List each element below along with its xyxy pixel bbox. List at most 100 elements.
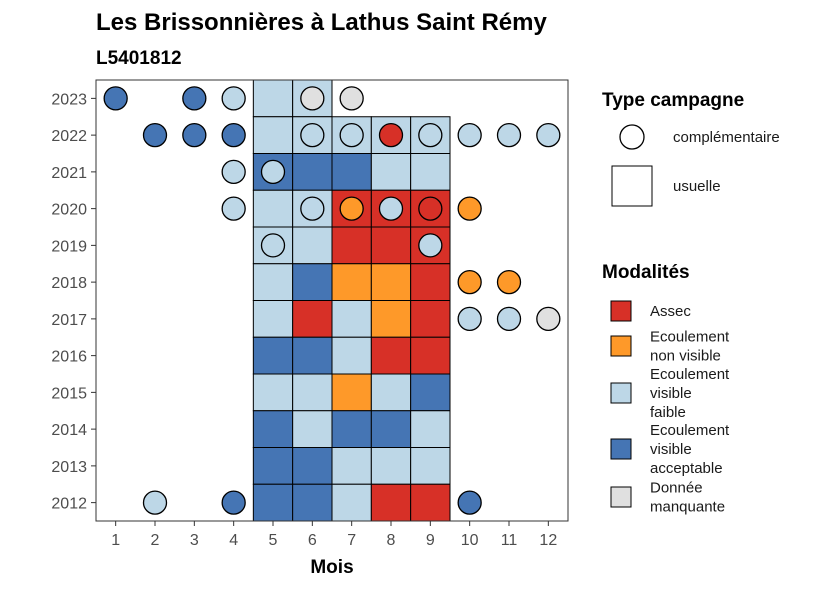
legend: Type campagne complémentaire usuelle Modali… [602, 90, 780, 516]
point-2012-10 [457, 490, 482, 515]
y-tick-label-2016: 2016 [51, 349, 87, 366]
tile-2013-5 [252, 447, 294, 485]
legend-label-ecoulement-visible-faible: Ecoulement visible faible [650, 366, 730, 421]
y-tick-label-2019: 2019 [51, 238, 87, 255]
legend-label-donnee-manquante: Donnée manquante [650, 480, 725, 516]
legend-key-ecoulement-visible-faible [610, 382, 632, 404]
y-tick-label-2014: 2014 [51, 422, 87, 439]
tile-2021-7 [331, 153, 372, 191]
point-2022-3 [182, 122, 207, 148]
tile-2015-8 [370, 373, 412, 412]
point-2020-9 [418, 196, 443, 221]
tile-2017-5 [252, 300, 294, 338]
point-2019-5 [260, 233, 286, 258]
tile-2019-7 [331, 226, 372, 265]
legend-key-complementaire [619, 124, 645, 150]
point-2020-6 [300, 196, 325, 221]
tile-2017-6 [292, 300, 333, 338]
point-2020-10 [457, 196, 482, 221]
legend-label-ecoulement-non-visible: Ecoulement non visible [650, 329, 730, 365]
tile-2017-9 [410, 300, 451, 338]
point-2017-10 [457, 306, 482, 332]
point-2022-8 [378, 122, 404, 148]
y-axis: 2012 2013 2014 2015 2016 2017 2018 2019 2020 2021… [51, 91, 96, 513]
x-tick-label-9: 9 [426, 532, 435, 549]
y-tick-label-2022: 2022 [51, 128, 87, 145]
point-2023-4 [221, 86, 246, 111]
legend-label-usuelle: usuelle [673, 178, 721, 195]
tile-2014-6 [292, 410, 333, 448]
tile-2013-9 [410, 447, 451, 485]
tile-2018-7 [331, 263, 372, 301]
tile-2014-5 [252, 410, 294, 448]
point-2022-10 [457, 122, 482, 148]
point-2020-7 [339, 196, 364, 221]
tile-2016-7 [331, 336, 372, 375]
point-2023-3 [182, 86, 207, 111]
tile-2015-7 [331, 373, 372, 412]
point-2023-7 [339, 86, 364, 111]
tile-2018-6 [292, 263, 333, 301]
point-2021-5 [260, 159, 286, 185]
legend-key-assec [610, 300, 632, 322]
tile-2018-5 [252, 263, 294, 301]
tile-2023-5 [252, 79, 294, 118]
x-tick-label-6: 6 [308, 532, 317, 549]
point-2017-11 [496, 306, 522, 332]
legend-key-ecoulement-non-visible [610, 335, 632, 357]
legend-modalites-title: Modalités [602, 262, 690, 283]
point-2022-9 [418, 122, 443, 148]
legend-label-complementaire: complémentaire [673, 129, 780, 146]
tile-2014-8 [370, 410, 412, 448]
point-2020-8 [378, 196, 404, 221]
plot-border [95, 79, 569, 522]
points-layer [103, 86, 561, 515]
legend-key-ecoulement-visible-acceptable [610, 438, 632, 460]
tile-2021-8 [370, 153, 412, 191]
tile-2017-8 [370, 300, 412, 338]
tiles-layer [252, 79, 451, 522]
y-tick-label-2013: 2013 [51, 459, 87, 476]
legend-key-usuelle [611, 165, 653, 207]
point-2019-9 [418, 233, 443, 258]
point-2012-2 [142, 490, 168, 515]
x-tick-label-2: 2 [151, 532, 160, 549]
x-tick-label-1: 1 [111, 532, 120, 549]
point-2018-11 [496, 269, 522, 295]
y-tick-label-2020: 2020 [51, 202, 87, 219]
point-2023-6 [300, 86, 325, 111]
tile-2019-8 [370, 226, 412, 265]
point-2017-12 [536, 306, 561, 332]
legend-label-assec: Assec [650, 303, 691, 320]
point-2022-6 [300, 122, 325, 148]
x-tick-label-12: 12 [539, 532, 557, 549]
point-2021-4 [221, 159, 246, 185]
point-2020-4 [221, 196, 246, 221]
tile-2018-9 [410, 263, 451, 301]
y-tick-label-2017: 2017 [51, 312, 87, 329]
tile-2015-9 [410, 373, 451, 412]
x-tick-label-5: 5 [269, 532, 278, 549]
tile-2012-9 [410, 483, 451, 522]
tile-2012-8 [370, 483, 412, 522]
chart-title: Les Brissonnières à Lathus Saint Rémy [96, 9, 547, 36]
x-tick-label-3: 3 [190, 532, 199, 549]
point-2023-1 [103, 86, 128, 111]
x-tick-label-10: 10 [461, 532, 479, 549]
tile-2018-8 [370, 263, 412, 301]
legend-label-ecoulement-visible-acceptable: Ecoulement visible acceptable [650, 422, 730, 477]
tile-2017-7 [331, 300, 372, 338]
tile-2012-6 [292, 483, 333, 522]
tile-2013-6 [292, 447, 333, 485]
y-tick-label-2012: 2012 [51, 496, 87, 513]
y-tick-label-2023: 2023 [51, 91, 87, 108]
y-tick-label-2015: 2015 [51, 385, 87, 402]
y-tick-label-2018: 2018 [51, 275, 87, 292]
point-2022-12 [536, 122, 561, 148]
tile-2012-5 [252, 483, 294, 522]
x-tick-label-7: 7 [347, 532, 356, 549]
x-tick-label-11: 11 [501, 532, 518, 549]
tile-2021-6 [292, 153, 333, 191]
tile-2016-6 [292, 336, 333, 375]
